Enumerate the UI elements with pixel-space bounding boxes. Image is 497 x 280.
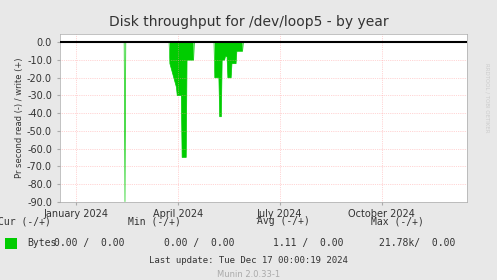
Text: 1.11 /  0.00: 1.11 / 0.00 — [273, 238, 343, 248]
Text: Max (-/+): Max (-/+) — [371, 216, 424, 226]
Text: Avg (-/+): Avg (-/+) — [257, 216, 310, 226]
Text: Disk throughput for /dev/loop5 - by year: Disk throughput for /dev/loop5 - by year — [109, 15, 388, 29]
Text: Min (-/+): Min (-/+) — [128, 216, 180, 226]
Text: Bytes: Bytes — [27, 238, 57, 248]
Text: Last update: Tue Dec 17 00:00:19 2024: Last update: Tue Dec 17 00:00:19 2024 — [149, 256, 348, 265]
Text: 0.00 /  0.00: 0.00 / 0.00 — [164, 238, 234, 248]
Y-axis label: Pr second read (-) / write (+): Pr second read (-) / write (+) — [15, 57, 24, 178]
Text: Munin 2.0.33-1: Munin 2.0.33-1 — [217, 270, 280, 279]
Text: 0.00 /  0.00: 0.00 / 0.00 — [54, 238, 125, 248]
Text: Cur (-/+): Cur (-/+) — [0, 216, 51, 226]
Text: RRDTOOL / TOBI OETIKER: RRDTOOL / TOBI OETIKER — [485, 63, 490, 133]
Text: 21.78k/  0.00: 21.78k/ 0.00 — [379, 238, 456, 248]
